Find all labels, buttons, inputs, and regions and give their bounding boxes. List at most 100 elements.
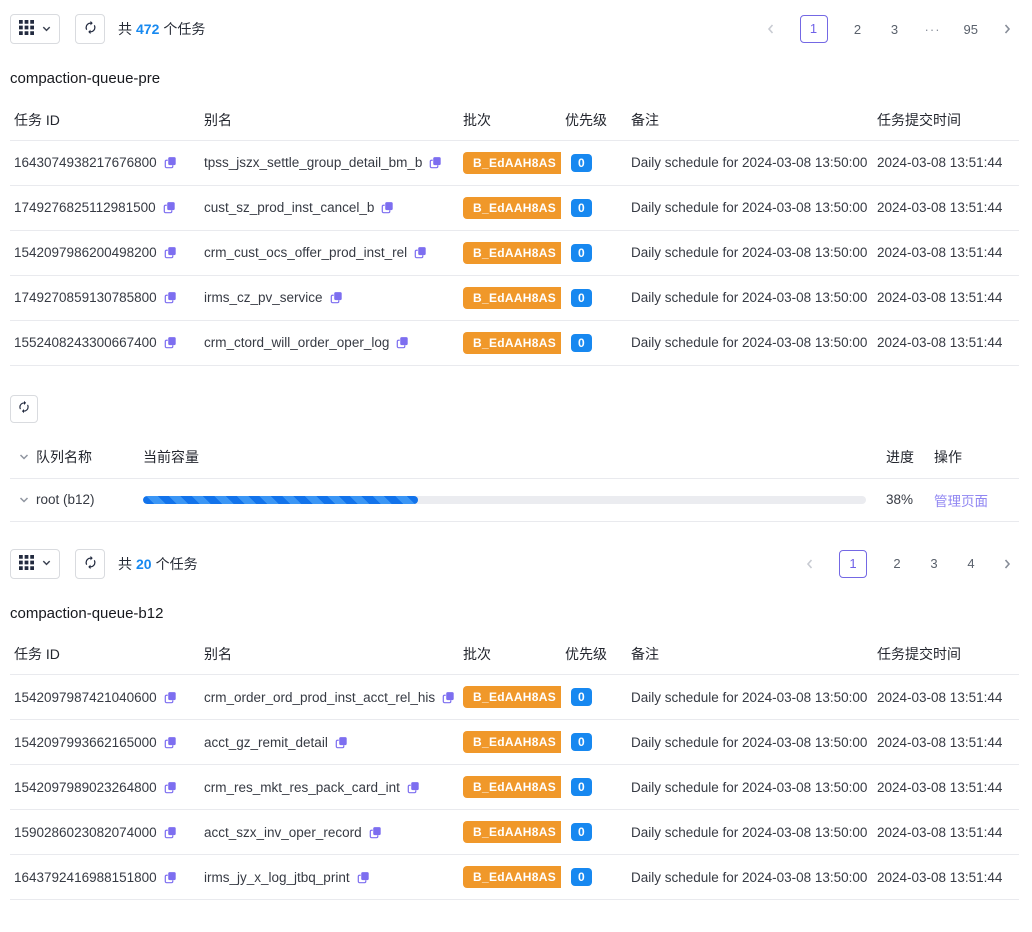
page-button-2[interactable]: 2 [893,556,901,571]
header-remark: 备注 [627,634,873,675]
priority-badge: 0 [571,823,592,841]
column-settings-dropdown-button[interactable] [10,548,60,579]
copy-icon[interactable] [429,156,442,169]
batch-badge: B_EdAAH8AS [463,821,561,843]
page-button-1[interactable]: 1 [839,549,867,578]
refresh-icon [17,400,31,417]
chevron-right-icon[interactable] [1001,23,1013,35]
batch-badge: B_EdAAH8AS [463,776,561,798]
copy-icon[interactable] [163,201,176,214]
column-settings-dropdown-button[interactable] [10,14,60,44]
bottom-toolbar: 共 20 个任务 1 2 3 4 [10,548,1019,579]
task-alias: tpss_jszx_settle_group_detail_bm_b [204,155,423,170]
grid-icon [18,554,34,573]
batch-badge: B_EdAAH8AS [463,686,561,708]
task-id: 1643074938217676800 [14,155,157,170]
remark-text: Daily schedule for 2024-03-08 13:50:00 [631,200,868,215]
chevron-down-icon [41,556,52,571]
header-queue-name: 队列名称 [36,449,92,465]
grid-icon [18,20,34,38]
header-submit-time: 任务提交时间 [873,100,1019,141]
copy-icon[interactable] [369,826,382,839]
page-button-3[interactable]: 3 [890,21,899,37]
copy-icon[interactable] [164,691,177,704]
header-task-id: 任务 ID [10,100,200,141]
header-submit-time: 任务提交时间 [873,634,1019,675]
priority-badge: 0 [571,688,592,706]
task-row: 1749270859130785800 irms_cz_pv_service B… [10,275,1019,321]
priority-badge: 0 [571,778,592,796]
header-current-capacity: 当前容量 [143,449,199,465]
header-priority: 优先级 [561,634,627,675]
copy-icon[interactable] [164,826,177,839]
copy-icon[interactable] [407,781,420,794]
refresh-icon [83,20,98,38]
submit-time: 2024-03-08 13:51:44 [877,689,1003,705]
submit-time: 2024-03-08 13:51:44 [877,335,1003,350]
remark-text: Daily schedule for 2024-03-08 13:50:00 [631,335,868,350]
task-id: 1749276825112981500 [14,200,156,215]
copy-icon[interactable] [164,336,177,349]
copy-icon[interactable] [164,871,177,884]
copy-icon[interactable] [164,736,177,749]
batch-badge: B_EdAAH8AS [463,286,561,309]
page-button-2[interactable]: 2 [853,21,862,37]
table-header-row: 任务 ID 别名 批次 优先级 备注 任务提交时间 [10,634,1019,675]
page-button-1[interactable]: 1 [799,15,828,43]
header-remark: 备注 [627,100,873,141]
copy-icon[interactable] [164,156,177,169]
submit-time: 2024-03-08 13:51:44 [877,734,1003,750]
task-id: 1643792416988151800 [14,869,157,885]
task-id: 1749270859130785800 [14,290,157,305]
priority-badge: 0 [571,868,592,886]
refresh-button[interactable] [75,548,105,579]
copy-icon[interactable] [414,246,427,259]
copy-icon[interactable] [381,201,394,214]
progress-percent: 38% [886,492,914,507]
remark-text: Daily schedule for 2024-03-08 13:50:00 [631,290,868,305]
task-row: 1552408243300667400 crm_ctord_will_order… [10,320,1019,366]
remark-text: Daily schedule for 2024-03-08 13:50:00 [631,155,868,170]
task-count: 共 472 个任务 [118,21,206,37]
copy-icon[interactable] [164,781,177,794]
capacity-progress-bar [143,495,866,504]
collapse-row-icon[interactable] [18,494,30,506]
copy-icon[interactable] [335,736,348,749]
queue-name: root (b12) [36,492,95,507]
copy-icon[interactable] [396,336,409,349]
batch-badge: B_EdAAH8AS [463,196,561,219]
task-id: 1590286023082074000 [14,824,157,840]
submit-time: 2024-03-08 13:51:44 [877,200,1003,215]
queue-refresh-button[interactable] [10,394,38,423]
copy-icon[interactable] [164,246,177,259]
chevron-down-icon [41,22,52,37]
batch-badge: B_EdAAH8AS [463,241,561,264]
submit-time: 2024-03-08 13:51:44 [877,245,1003,260]
copy-icon[interactable] [442,691,455,704]
page-ellipsis[interactable]: ··· [924,21,941,37]
copy-icon[interactable] [164,291,177,304]
chevron-right-icon[interactable] [1001,558,1013,570]
header-alias: 别名 [200,634,459,675]
manage-page-link[interactable]: 管理页面 [934,493,988,509]
queue-title-pre: compaction-queue-pre [10,70,161,87]
priority-badge: 0 [571,198,592,217]
priority-badge: 0 [571,733,592,751]
task-id: 1552408243300667400 [14,335,157,350]
copy-icon[interactable] [330,291,343,304]
task-alias: crm_res_mkt_res_pack_card_int [204,779,400,795]
task-alias: irms_jy_x_log_jtbq_print [204,869,350,885]
refresh-button[interactable] [75,14,105,44]
task-table-pre: 任务 ID 别名 批次 优先级 备注 任务提交时间 16430749382176… [10,100,1019,366]
page-button-4[interactable]: 4 [967,556,975,571]
copy-icon[interactable] [357,871,370,884]
task-row: 1542097993662165000 acct_gz_remit_detail… [10,719,1019,765]
task-row: 1542097987421040600 crm_order_ord_prod_i… [10,674,1019,720]
submit-time: 2024-03-08 13:51:44 [877,779,1003,795]
page-button-3[interactable]: 3 [930,556,938,571]
task-alias: irms_cz_pv_service [204,290,323,305]
queue-title-b12: compaction-queue-b12 [10,604,164,622]
header-priority: 优先级 [561,100,627,141]
page-button-95[interactable]: 95 [963,21,978,37]
collapse-all-icon[interactable] [18,451,30,463]
